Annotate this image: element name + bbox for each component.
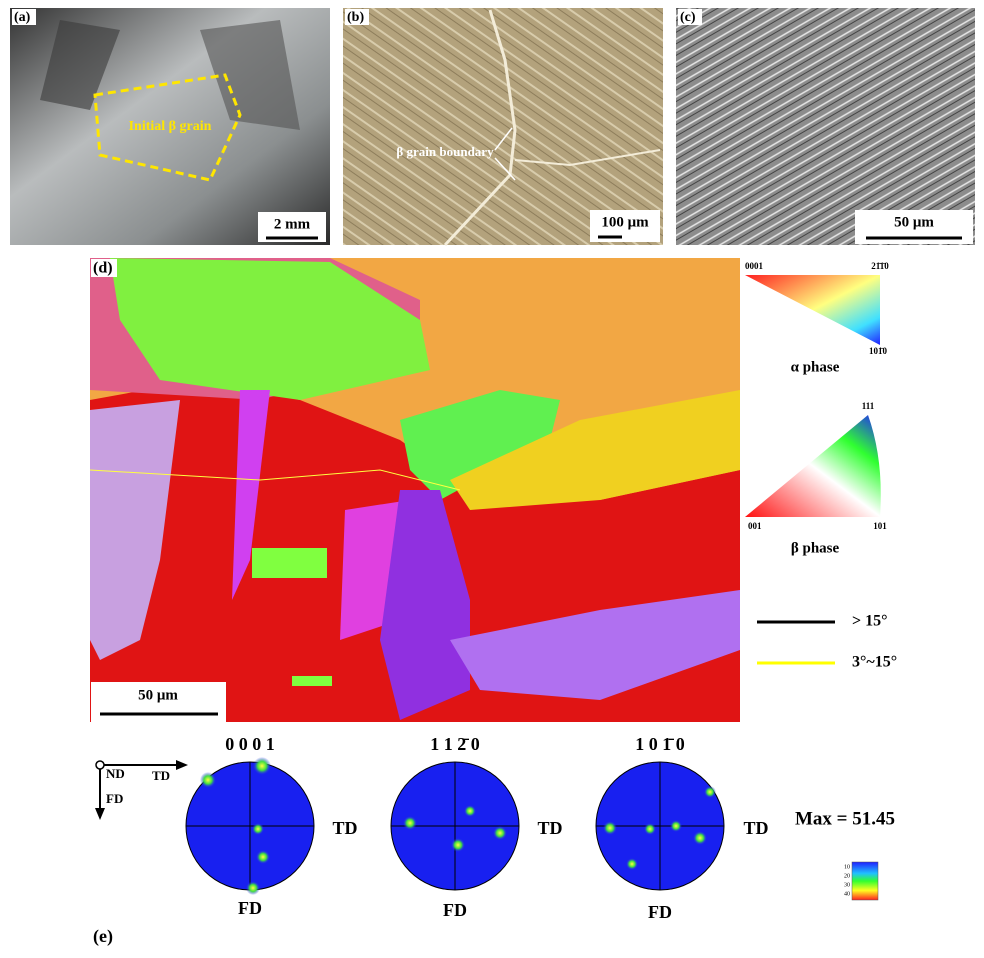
pole-spot	[603, 821, 617, 835]
pole-spot	[200, 772, 216, 788]
scale-bar-label: 2 mm	[274, 216, 311, 232]
pole-spot	[252, 823, 264, 835]
pf-bottom: FD	[443, 900, 467, 920]
pf-title: 0 0 0 1	[225, 734, 275, 754]
pole-spot	[403, 816, 417, 830]
colorbar	[852, 862, 878, 900]
pole-spot	[693, 831, 707, 845]
axis-label: ND	[106, 766, 125, 781]
axis-label: FD	[106, 791, 123, 806]
colorbar-label: 30	[844, 882, 850, 888]
arrowhead	[176, 760, 188, 770]
panel-label: (d)	[93, 260, 113, 277]
pole-spot	[464, 805, 476, 817]
legend-label: > 15°	[852, 613, 888, 630]
scale-bar-label: 100 μm	[601, 214, 649, 230]
pole-spot	[451, 838, 465, 852]
pole-spot	[704, 786, 716, 798]
grain	[252, 548, 327, 578]
pf-bottom: FD	[238, 898, 262, 918]
colorbar-label: 40	[844, 891, 850, 897]
scale-bar-label: 50 μm	[138, 687, 178, 703]
pf-bottom: FD	[648, 902, 672, 922]
pole-spot	[256, 850, 270, 864]
pole-spot	[253, 757, 271, 775]
pole-figure: 1 0 1̄ 0 TD FD	[596, 734, 769, 922]
pf-title: 1 0 1̄ 0	[635, 734, 685, 754]
legend-label: 3°~15°	[852, 654, 897, 671]
panel-label: (c)	[680, 10, 696, 25]
micrograph-c	[676, 8, 975, 245]
pole-figure: 1 1 2̄ 0 TD FD	[391, 734, 563, 920]
ipf-beta	[745, 415, 881, 517]
axis-origin	[96, 761, 104, 769]
pf-right: TD	[537, 818, 562, 838]
colorbar-label: 20	[844, 873, 850, 879]
pole-spot	[670, 820, 682, 832]
pole-spot	[626, 858, 638, 870]
colorbar-label: 10	[844, 864, 850, 870]
pole-spot	[493, 826, 507, 840]
pf-right: TD	[332, 818, 357, 838]
annotation: β grain boundary	[396, 144, 494, 159]
ipf-corner: 111	[862, 401, 875, 411]
grain	[292, 676, 332, 686]
ipf-corner: 101	[873, 521, 887, 531]
ipf-corner: 21̄1̄0	[871, 261, 889, 271]
pole-spot	[246, 881, 260, 895]
ipf-alpha	[745, 275, 880, 345]
panel-label: (a)	[14, 10, 31, 25]
ipf-corner: 001	[748, 521, 762, 531]
arrowhead	[95, 808, 105, 820]
scale-bar-label: 50 μm	[894, 214, 934, 230]
max-label: Max = 51.45	[795, 808, 895, 829]
page: {"panels": { "a": {"label": "(a)", "anno…	[0, 0, 984, 958]
panel-label: (e)	[93, 926, 113, 947]
ebsd-map	[90, 258, 740, 722]
axis-label: TD	[152, 768, 170, 783]
annotation: Initial β grain	[129, 119, 212, 134]
ipf-label: β phase	[791, 540, 840, 556]
ipf-label: α phase	[791, 359, 840, 375]
micrograph-b	[343, 8, 663, 245]
pole-spot	[644, 823, 656, 835]
pf-right: TD	[743, 818, 768, 838]
pf-title: 1 1 2̄ 0	[430, 734, 480, 754]
ipf-corner: 0001	[745, 261, 764, 271]
panel-label: (b)	[347, 10, 364, 25]
figure: Initial β grain (a) 2 mm β grain boundar…	[0, 0, 984, 958]
pole-figure: 0 0 0 1 TD FD	[186, 734, 358, 918]
ipf-corner: 101̄0	[869, 346, 888, 356]
